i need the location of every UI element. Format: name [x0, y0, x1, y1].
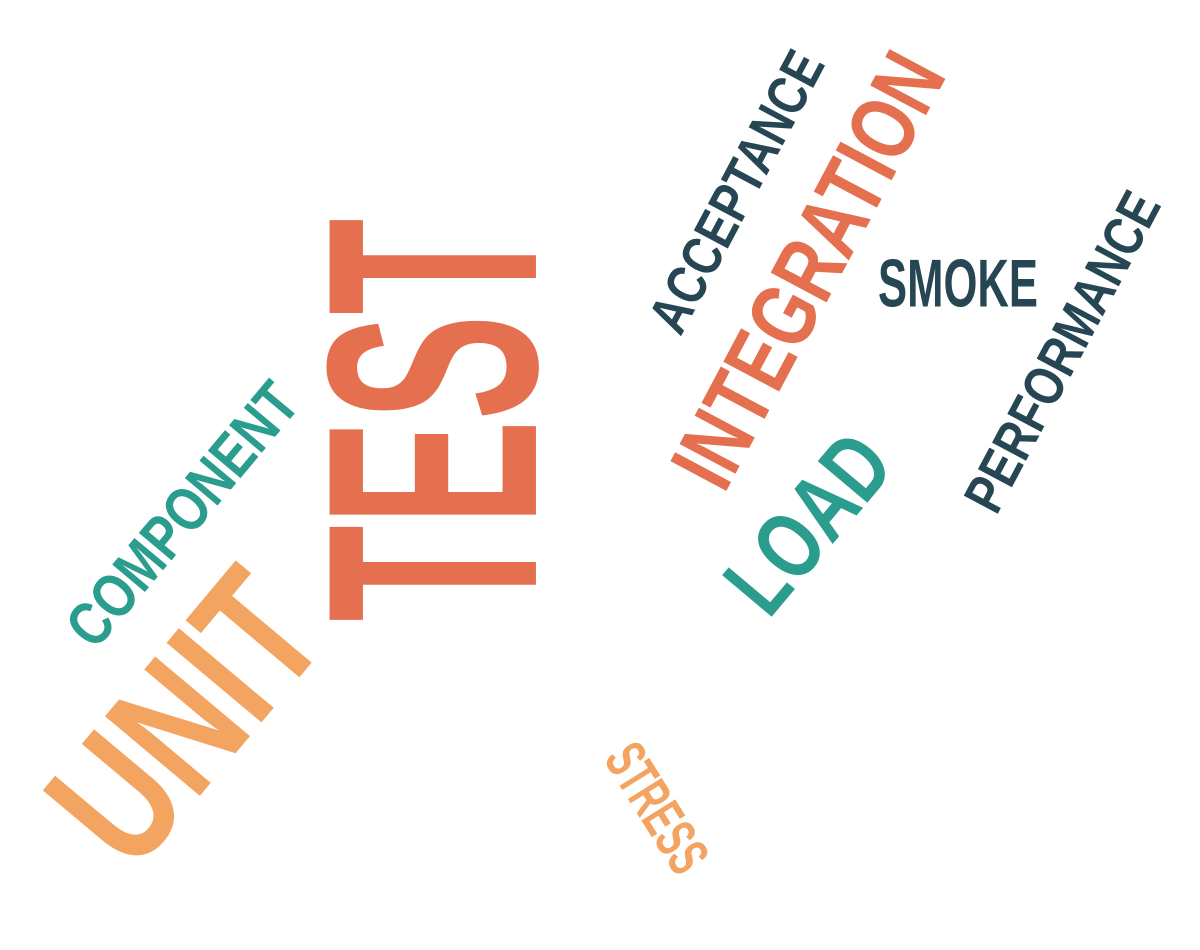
- word-smoke: SMOKE: [878, 245, 1038, 321]
- word-test: TEST: [264, 218, 600, 621]
- word-performance: PERFORMANCE: [953, 182, 1173, 523]
- word-stress: STRESS: [592, 731, 721, 885]
